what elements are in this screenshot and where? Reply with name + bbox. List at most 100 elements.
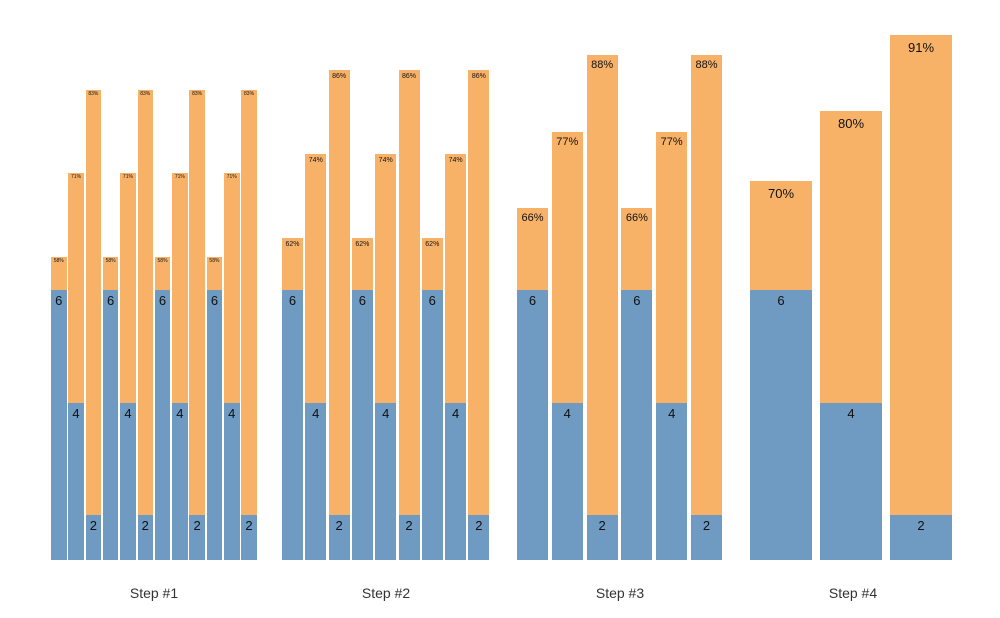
bar-value-label: 2 — [917, 518, 925, 533]
bar-value-label: 6 — [158, 293, 167, 308]
bar-value-label: 2 — [141, 518, 149, 533]
stacked-bar: 74% 4 — [305, 154, 327, 560]
bar-orange-segment — [51, 257, 67, 290]
bar-orange-segment — [656, 132, 688, 403]
stacked-bar: 88% 2 — [586, 55, 618, 560]
bar-pct-label: 74% — [448, 157, 463, 164]
bar-blue-segment — [691, 515, 722, 560]
bar-orange-segment — [517, 208, 548, 290]
bar-blue-segment — [154, 290, 171, 560]
bar-orange-segment — [172, 173, 188, 403]
bar-blue-segment — [241, 515, 257, 560]
bar-pct-label: 71% — [122, 174, 133, 180]
bar-value-label: 4 — [563, 406, 571, 421]
bar-blue-segment — [224, 403, 240, 560]
bar-pct-label: 74% — [308, 157, 323, 164]
bar-blue-segment — [85, 515, 102, 560]
stacked-bar: 74% 4 — [445, 154, 467, 560]
bar-value-label: 6 — [210, 293, 219, 308]
stacked-bar: 66% 6 — [621, 208, 653, 560]
bar-pct-label: 91% — [907, 40, 935, 55]
stacked-bar: 83% 2 — [189, 90, 205, 560]
stacked-bar: 71% 4 — [172, 173, 188, 560]
bar-orange-segment — [224, 173, 240, 403]
bar-blue-segment — [328, 515, 350, 560]
bar-pct-label: 70% — [767, 186, 795, 201]
stacked-bar: 71% 4 — [224, 173, 240, 560]
bar-blue-segment — [468, 515, 490, 560]
bar-value-label: 2 — [598, 518, 606, 533]
bar-value-label: 4 — [312, 406, 320, 421]
bar-pct-label: 86% — [471, 73, 486, 80]
bar-value-label: 6 — [55, 293, 63, 308]
bar-blue-segment — [621, 290, 653, 560]
bar-pct-label: 62% — [285, 241, 300, 248]
bar-value-label: 4 — [382, 406, 390, 421]
bar-value-label: 6 — [107, 293, 115, 308]
stacked-bar: 66% 6 — [517, 208, 548, 560]
stacked-bar: 58% 6 — [102, 257, 119, 560]
bar-orange-segment — [551, 132, 583, 403]
bar-orange-segment — [120, 173, 136, 403]
bar-pct-label: 66% — [521, 212, 544, 224]
stacked-bar: 83% 2 — [137, 90, 153, 560]
stacked-bar: 70% 6 — [750, 181, 812, 560]
bar-value-label: 4 — [176, 406, 184, 421]
bar-pct-label: 77% — [556, 136, 579, 148]
bar-orange-segment — [206, 257, 223, 290]
bar-pct-label: 83% — [192, 91, 203, 97]
bar-orange-segment — [68, 173, 84, 403]
bar-orange-segment — [445, 154, 467, 403]
step-label-2: Step #2 — [361, 585, 411, 601]
bar-orange-segment — [282, 238, 303, 290]
bar-orange-segment — [820, 111, 882, 403]
bar-value-label: 2 — [89, 518, 97, 533]
bar-orange-segment — [586, 55, 618, 515]
bar-blue-segment — [305, 403, 327, 560]
bar-blue-segment — [189, 515, 205, 560]
bar-blue-segment — [102, 290, 119, 560]
stacked-bar: 74% 4 — [375, 154, 397, 560]
bar-value-label: 2 — [405, 518, 413, 533]
bar-value-label: 6 — [428, 293, 436, 308]
stacked-bar: 86% 2 — [398, 70, 420, 560]
bar-blue-segment — [51, 290, 67, 560]
stacked-bar: 86% 2 — [328, 70, 350, 560]
bar-value-label: 4 — [847, 406, 855, 421]
bar-pct-label: 83% — [140, 91, 151, 97]
stacked-bar: 58% 6 — [51, 257, 67, 560]
stacked-bar: 88% 2 — [691, 55, 722, 560]
bar-orange-segment — [398, 70, 420, 515]
bar-pct-label: 71% — [174, 174, 185, 180]
bar-pct-label: 83% — [88, 91, 99, 97]
bar-orange-segment — [468, 70, 490, 515]
bar-blue-segment — [890, 515, 952, 560]
bar-value-label: 6 — [528, 293, 537, 308]
bar-value-label: 2 — [475, 518, 483, 533]
stacked-bar: 86% 2 — [468, 70, 490, 560]
stacked-bar: 62% 6 — [421, 238, 443, 560]
stacked-bar: 80% 4 — [820, 111, 882, 560]
bar-value-label: 6 — [288, 293, 297, 308]
stacked-bar: 71% 4 — [68, 173, 84, 560]
bar-value-label: 2 — [193, 518, 201, 533]
bar-orange-segment — [137, 90, 153, 515]
bar-pct-label: 71% — [71, 174, 82, 180]
bar-blue-segment — [551, 403, 583, 560]
bar-orange-segment — [85, 90, 102, 515]
bar-orange-segment — [241, 90, 257, 515]
bar-blue-segment — [586, 515, 618, 560]
bar-value-label: 6 — [777, 293, 785, 308]
bar-pct-label: 62% — [425, 241, 440, 248]
step-label-1: Step #1 — [129, 585, 179, 601]
bar-value-label: 4 — [72, 406, 80, 421]
bar-blue-segment — [351, 290, 373, 560]
bar-pct-label: 58% — [209, 258, 220, 264]
bar-orange-segment — [375, 154, 397, 403]
bar-pct-label: 58% — [53, 258, 64, 264]
bar-orange-segment — [890, 35, 952, 515]
bar-blue-segment — [820, 403, 882, 560]
bar-pct-label: 74% — [378, 157, 393, 164]
bar-orange-segment — [154, 257, 171, 290]
